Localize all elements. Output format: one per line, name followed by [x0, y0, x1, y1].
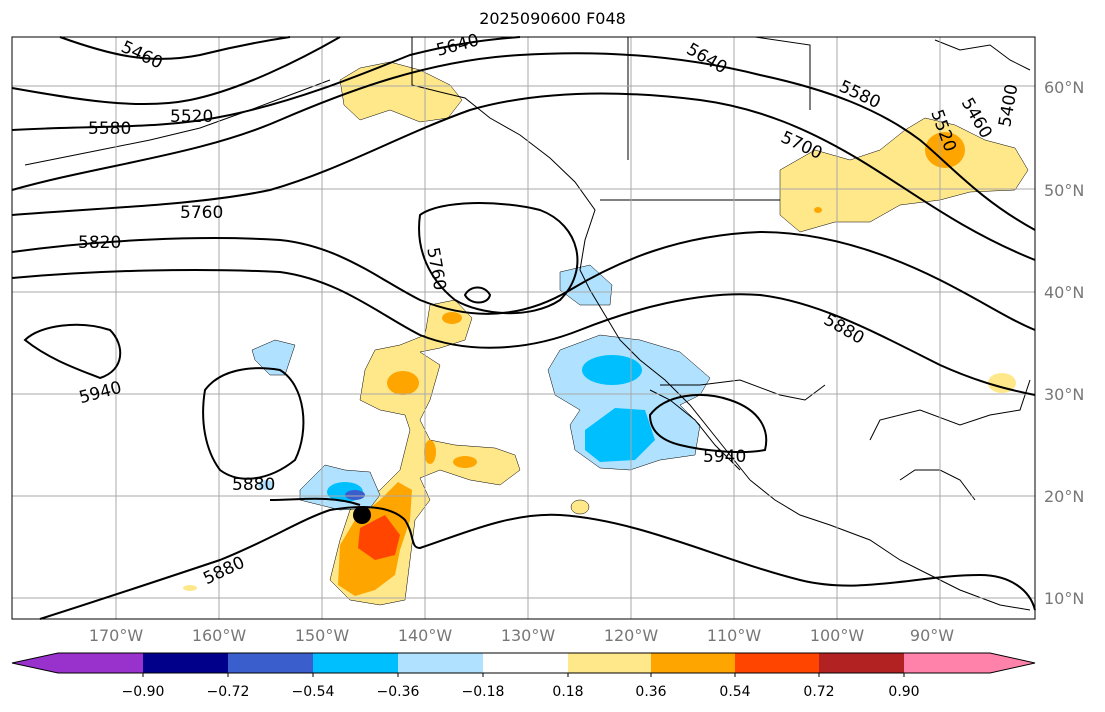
colorbar-tick-label: 0.72: [803, 684, 835, 700]
contour-line: [59, 36, 291, 60]
contour-line: [11, 52, 1036, 231]
colorbar-tick-label: −0.90: [121, 684, 165, 700]
lat-label: 60°N: [1044, 78, 1085, 97]
storm-center-marker: [353, 506, 371, 524]
lon-label: 90°W: [909, 626, 955, 645]
anomaly-small-yellow-1: [570, 499, 590, 515]
contour-line: [418, 202, 579, 315]
contour-label: 5580: [88, 119, 131, 139]
lon-label: 140°W: [397, 626, 453, 645]
lat-label: 10°N: [1044, 589, 1085, 608]
colorbar-extend-low: [12, 653, 58, 673]
contour-label: 5940: [703, 447, 746, 467]
coast-gulf: [869, 379, 1031, 441]
anomaly-orange-blob-1: [387, 371, 419, 395]
map-frame: [11, 36, 1036, 620]
colorbar-tick-label: 0.90: [888, 684, 920, 700]
anomaly-orange-blob-4: [453, 456, 477, 468]
anomaly-baja-core-2: [585, 408, 655, 462]
colorbar-segment: [483, 653, 568, 673]
contour-label: 5880: [232, 475, 275, 495]
colorbar-extend-high: [990, 653, 1035, 673]
colorbar-segment: [568, 653, 651, 673]
contour-line: [463, 286, 492, 304]
anomaly-alaska-gulf: [339, 61, 463, 123]
anomaly-florida: [988, 373, 1016, 393]
lat-label: 40°N: [1044, 283, 1085, 302]
anomaly-hawaii-deep: [345, 490, 365, 500]
anomaly-small-blue: [258, 480, 274, 490]
colorbar-tick-label: −0.72: [206, 684, 250, 700]
contour-line: [202, 367, 305, 480]
colorbar-tick-label: −0.18: [461, 684, 505, 700]
lon-label: 150°W: [294, 626, 350, 645]
coast-hudson: [934, 39, 1031, 71]
contour-line: [269, 497, 361, 506]
lat-label: 50°N: [1044, 181, 1085, 200]
colorbar-segment: [143, 653, 228, 673]
contour-label: 5760: [180, 203, 223, 223]
coast-baja: [649, 389, 741, 471]
colorbar-tick-label: −0.36: [376, 684, 420, 700]
colorbar-tick-label: 0.54: [719, 684, 751, 700]
colorbar-segment: [819, 653, 904, 673]
colorbar-segment: [904, 653, 990, 673]
colorbar-tick-label: −0.54: [291, 684, 335, 700]
lon-label: 100°W: [809, 626, 865, 645]
colorbar-segment: [58, 653, 143, 673]
plot-title: 2025090600 F048: [479, 9, 626, 28]
colorbar-tick-label: 0.18: [552, 684, 584, 700]
anomaly-baja-core-1: [582, 355, 642, 385]
anomaly-canada-east: [779, 117, 1029, 233]
border-us-mexico: [660, 379, 826, 401]
colorbar-segment: [398, 653, 483, 673]
contour-line: [648, 394, 768, 454]
anomaly-central-pacific-red: [358, 515, 400, 560]
contour-line: [11, 92, 1036, 261]
contour-line: [11, 36, 341, 106]
lon-label: 110°W: [706, 626, 762, 645]
colorbar-segment: [651, 653, 735, 673]
lat-label: 20°N: [1044, 487, 1085, 506]
contour-line: [39, 506, 1036, 620]
colorbar-outline: [11, 652, 1036, 674]
anomaly-canada-east-core: [925, 132, 965, 168]
lon-label: 120°W: [603, 626, 659, 645]
contour-line: [11, 269, 1036, 396]
anomaly-orange-blob-2: [442, 312, 462, 324]
contour-label: 5820: [78, 233, 121, 253]
contour-line: [23, 323, 122, 380]
colorbar: [11, 652, 1036, 677]
coast-alaska: [411, 37, 596, 271]
anomaly-west-pacific: [251, 339, 296, 376]
lon-label: 130°W: [500, 626, 556, 645]
contour-label: 5520: [170, 107, 213, 127]
lat-label: 30°N: [1044, 385, 1085, 404]
anomaly-canada-small: [814, 207, 822, 213]
anomaly-small-yellow-2: [183, 585, 197, 591]
graticule: [12, 37, 1035, 619]
lon-label: 170°W: [88, 626, 144, 645]
anomaly-orange-blob-3: [424, 440, 436, 464]
colorbar-tick-label: 0.36: [635, 684, 667, 700]
lon-label: 160°W: [191, 626, 247, 645]
contour-line: [11, 36, 521, 131]
contour-line: [11, 230, 1036, 331]
colorbar-segment: [228, 653, 313, 673]
negative-anomaly-shading: [251, 264, 711, 511]
height-contours: [11, 36, 1036, 620]
colorbar-segment: [735, 653, 819, 673]
coast-aleutians: [24, 79, 331, 166]
colorbar-segment: [313, 653, 398, 673]
coast-us-west: [579, 269, 751, 481]
